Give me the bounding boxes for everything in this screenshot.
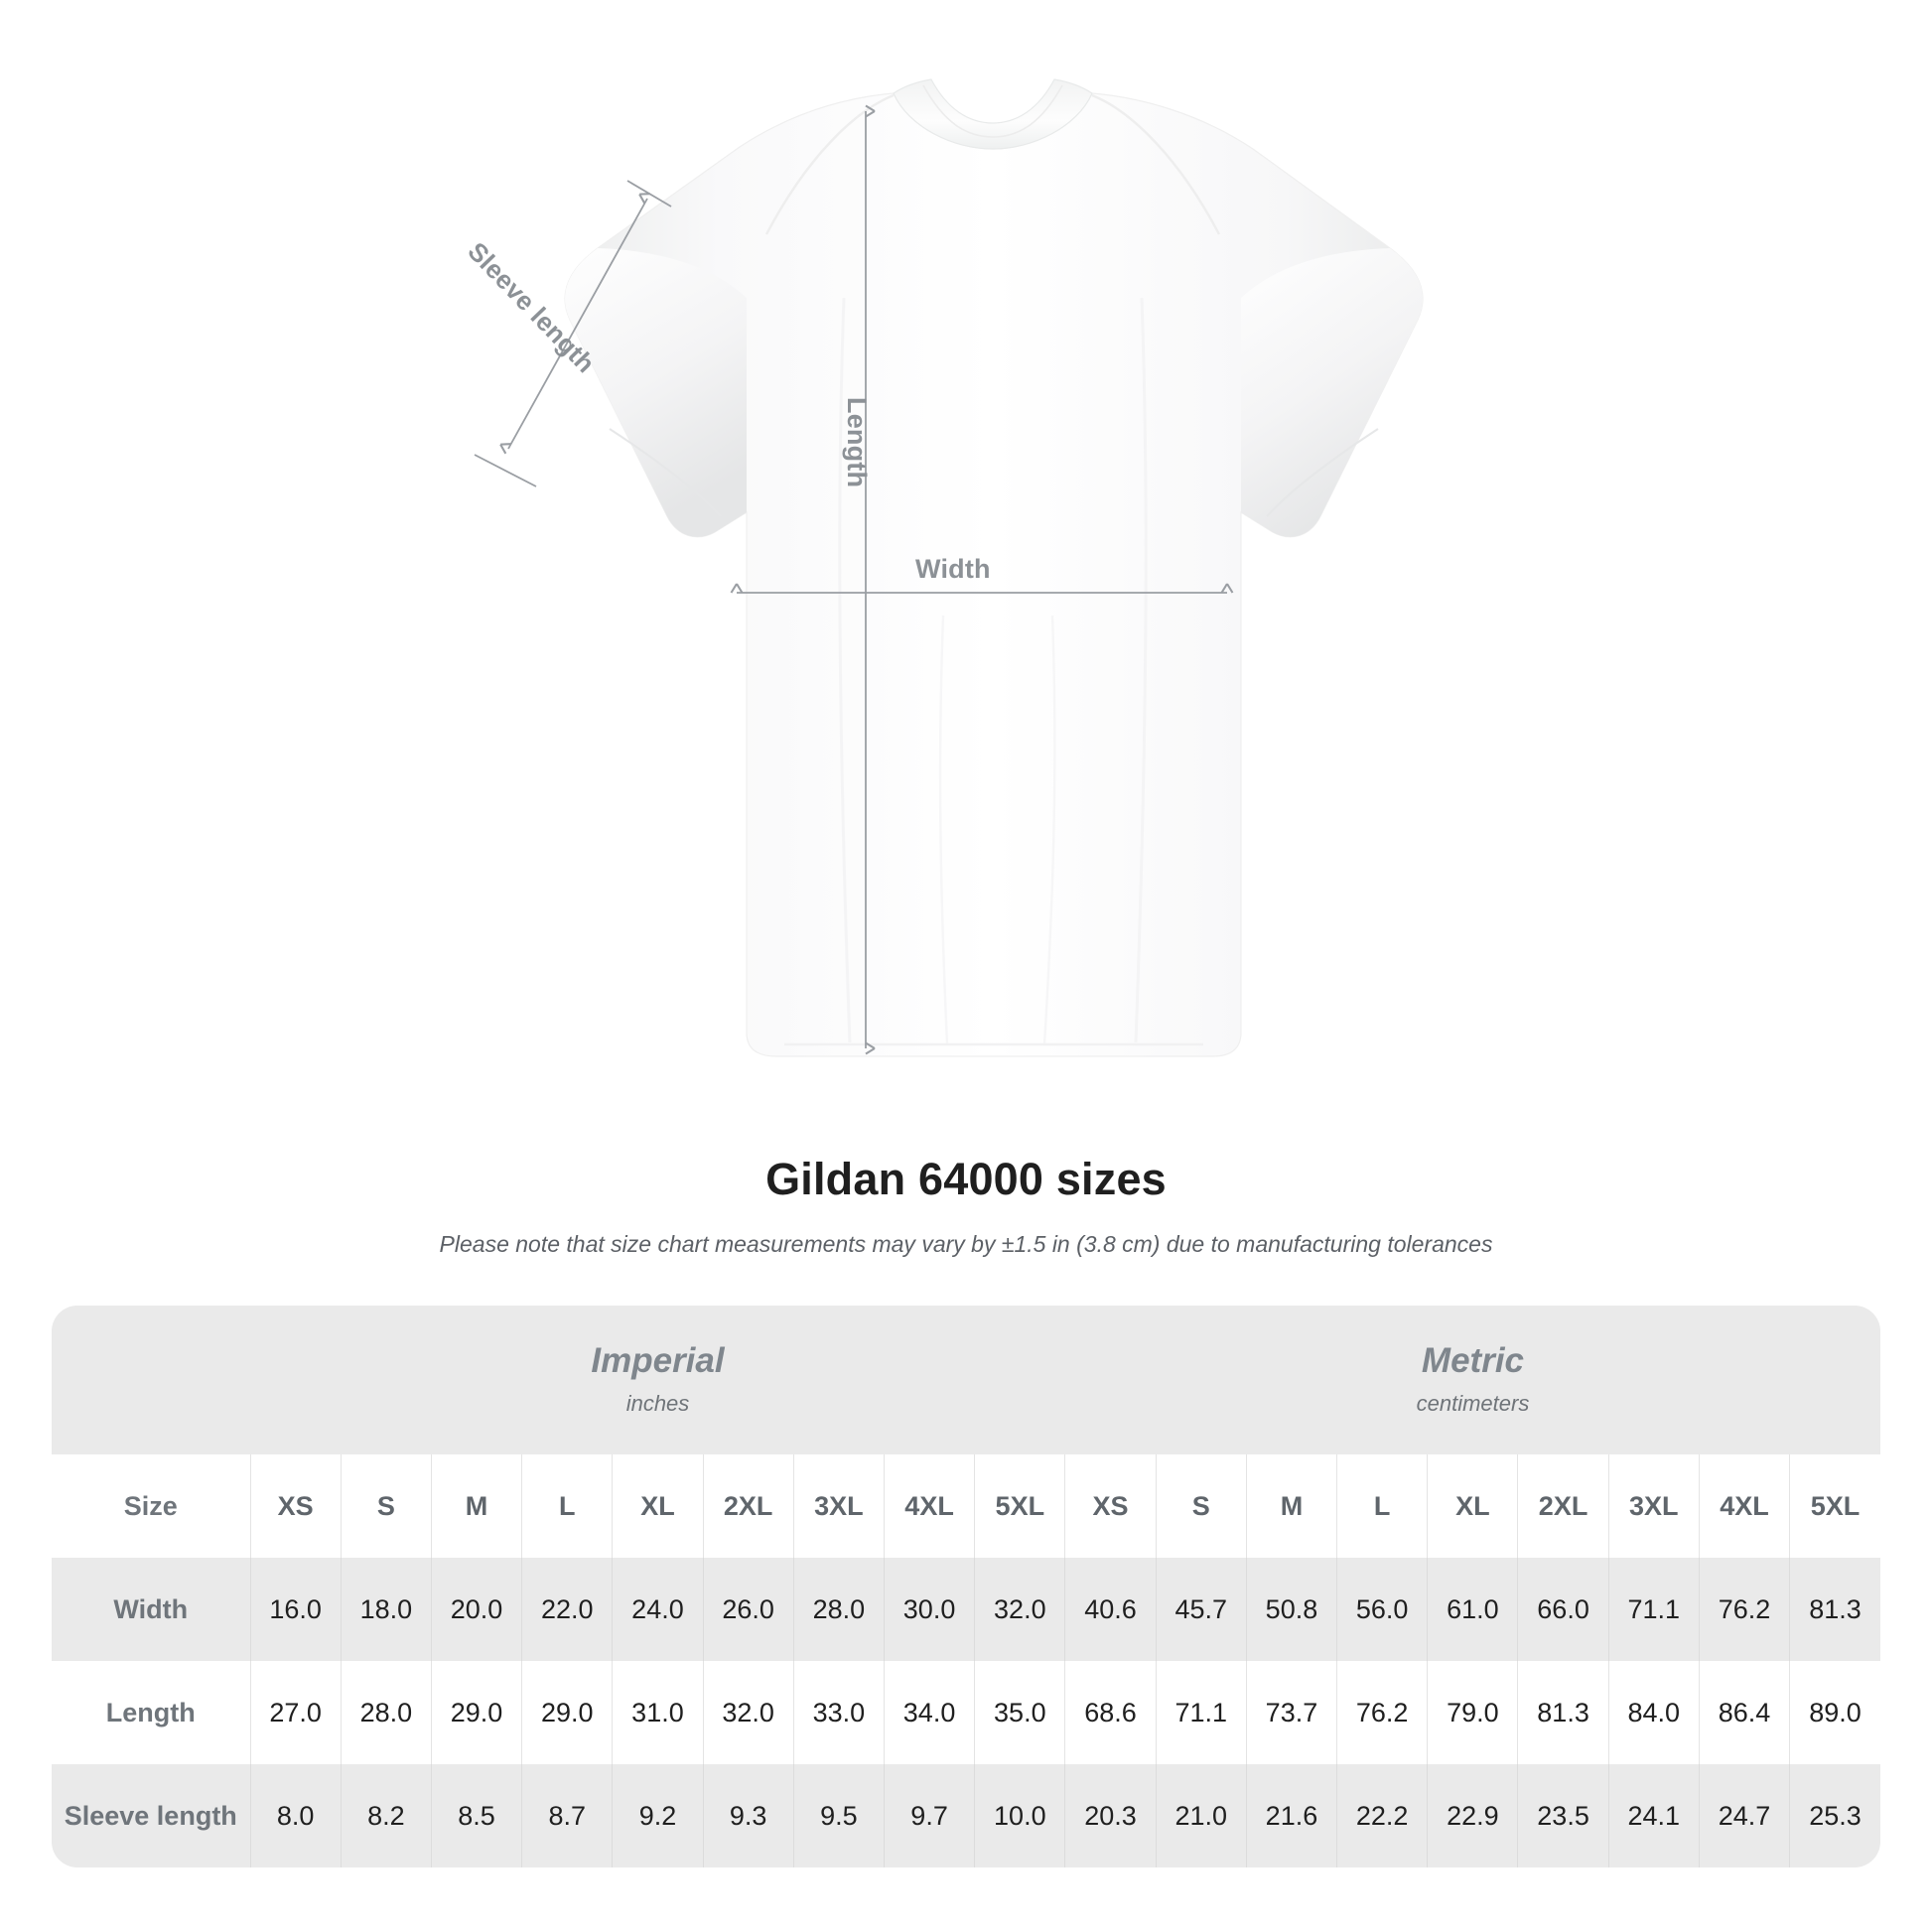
value-cell: 9.3 [702, 1764, 794, 1867]
unit-group-imperial-name: Imperial [591, 1340, 725, 1380]
size-table-wrapper: Imperial inches Metric centimeters Size … [0, 1306, 1932, 1867]
size-header-cell: M [430, 1454, 522, 1558]
value-cell: 27.0 [249, 1661, 342, 1764]
table-row: Length 27.0 28.0 29.0 29.0 31.0 32.0 33.0 34.0 3… [52, 1661, 1880, 1764]
unit-group-metric-unit: centimeters [1416, 1391, 1530, 1417]
value-cell: 81.3 [1517, 1661, 1609, 1764]
size-header-cell: 5XL [974, 1454, 1065, 1558]
value-cell: 28.0 [792, 1558, 885, 1661]
value-cell: 20.3 [1064, 1764, 1157, 1867]
value-cell: 40.6 [1064, 1558, 1157, 1661]
value-cell: 28.0 [340, 1661, 432, 1764]
value-cell: 31.0 [612, 1661, 704, 1764]
value-cell: 34.0 [883, 1661, 975, 1764]
value-cell: 16.0 [249, 1558, 342, 1661]
value-cell: 71.1 [1155, 1661, 1247, 1764]
table-size-header-row: Size XS S M L XL 2XL 3XL 4XL 5XL XS S M L XL 2XL 3XL 4XL… [52, 1454, 1880, 1558]
value-cell: 9.7 [883, 1764, 975, 1867]
row-label: Length [52, 1661, 251, 1764]
value-cell: 22.9 [1427, 1764, 1518, 1867]
size-header-cell: L [1336, 1454, 1428, 1558]
unit-group-spacer [52, 1306, 251, 1454]
value-cell: 24.1 [1607, 1764, 1700, 1867]
unit-group-metric: Metric centimeters [1064, 1306, 1880, 1454]
size-header-cell: 2XL [1517, 1454, 1609, 1558]
unit-group-metric-name: Metric [1421, 1340, 1525, 1380]
size-header-cell: XL [1427, 1454, 1518, 1558]
size-header-cell: XS [1064, 1454, 1157, 1558]
size-header-cell: S [340, 1454, 432, 1558]
size-table: Imperial inches Metric centimeters Size … [52, 1306, 1880, 1867]
value-cell: 18.0 [340, 1558, 432, 1661]
value-cell: 71.1 [1607, 1558, 1700, 1661]
value-cell: 8.2 [340, 1764, 432, 1867]
size-header-cell: S [1155, 1454, 1247, 1558]
value-cell: 86.4 [1698, 1661, 1790, 1764]
value-cell: 32.0 [974, 1558, 1065, 1661]
value-cell: 66.0 [1517, 1558, 1609, 1661]
value-cell: 8.5 [430, 1764, 522, 1867]
unit-group-imperial-unit: inches [625, 1391, 690, 1417]
value-cell: 22.0 [521, 1558, 613, 1661]
value-cell: 23.5 [1517, 1764, 1609, 1867]
value-cell: 21.6 [1245, 1764, 1337, 1867]
unit-group-imperial: Imperial inches [250, 1306, 1065, 1454]
value-cell: 30.0 [883, 1558, 975, 1661]
value-cell: 76.2 [1698, 1558, 1790, 1661]
value-cell: 56.0 [1336, 1558, 1428, 1661]
size-header-cell: 5XL [1789, 1454, 1880, 1558]
value-cell: 8.7 [521, 1764, 613, 1867]
table-row: Sleeve length 8.0 8.2 8.5 8.7 9.2 9.3 9.5 9.7 10… [52, 1764, 1880, 1867]
value-cell: 68.6 [1064, 1661, 1157, 1764]
value-cell: 29.0 [521, 1661, 613, 1764]
value-cell: 45.7 [1155, 1558, 1247, 1661]
value-cell: 22.2 [1336, 1764, 1428, 1867]
value-cell: 79.0 [1427, 1661, 1518, 1764]
value-cell: 8.0 [249, 1764, 342, 1867]
size-header-cell: XL [612, 1454, 704, 1558]
annotation-width-label: Width [915, 554, 991, 584]
value-cell: 35.0 [974, 1661, 1065, 1764]
value-cell: 9.5 [792, 1764, 885, 1867]
value-cell: 32.0 [702, 1661, 794, 1764]
value-cell: 24.7 [1698, 1764, 1790, 1867]
value-cell: 76.2 [1336, 1661, 1428, 1764]
tolerance-note: Please note that size chart measurements… [439, 1231, 1493, 1257]
row-label: Sleeve length [52, 1764, 251, 1867]
table-unit-group-row: Imperial inches Metric centimeters [52, 1306, 1880, 1454]
value-cell: 24.0 [612, 1558, 704, 1661]
size-header-cell: M [1245, 1454, 1337, 1558]
value-cell: 25.3 [1789, 1764, 1880, 1867]
size-header-cell: L [521, 1454, 613, 1558]
tshirt-graphic [474, 78, 1424, 1057]
value-cell: 33.0 [792, 1661, 885, 1764]
value-cell: 50.8 [1245, 1558, 1337, 1661]
size-header-cell: XS [249, 1454, 342, 1558]
size-corner-label: Size [52, 1454, 251, 1558]
value-cell: 21.0 [1155, 1764, 1247, 1867]
value-cell: 84.0 [1607, 1661, 1700, 1764]
value-cell: 10.0 [974, 1764, 1065, 1867]
tshirt-illustration: Width Length Sleeve length [462, 78, 1424, 1057]
row-label: Width [52, 1558, 251, 1661]
size-header-cell: 4XL [1698, 1454, 1790, 1558]
value-cell: 20.0 [430, 1558, 522, 1661]
value-cell: 26.0 [702, 1558, 794, 1661]
value-cell: 29.0 [430, 1661, 522, 1764]
value-cell: 73.7 [1245, 1661, 1337, 1764]
value-cell: 81.3 [1789, 1558, 1880, 1661]
table-row: Width 16.0 18.0 20.0 22.0 24.0 26.0 28.0 30.0 32… [52, 1558, 1880, 1661]
value-cell: 89.0 [1789, 1661, 1880, 1764]
value-cell: 61.0 [1427, 1558, 1518, 1661]
size-header-cell: 3XL [792, 1454, 885, 1558]
size-header-cell: 2XL [702, 1454, 794, 1558]
size-header-cell: 4XL [883, 1454, 975, 1558]
size-header-cell: 3XL [1607, 1454, 1700, 1558]
annotation-length-label: Length [842, 397, 872, 488]
page-title: Gildan 64000 sizes [765, 1154, 1167, 1204]
value-cell: 9.2 [612, 1764, 704, 1867]
